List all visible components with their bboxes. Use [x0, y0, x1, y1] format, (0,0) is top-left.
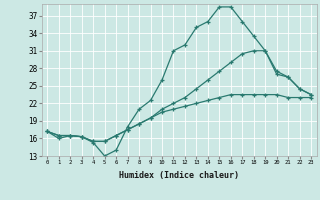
X-axis label: Humidex (Indice chaleur): Humidex (Indice chaleur)	[119, 171, 239, 180]
